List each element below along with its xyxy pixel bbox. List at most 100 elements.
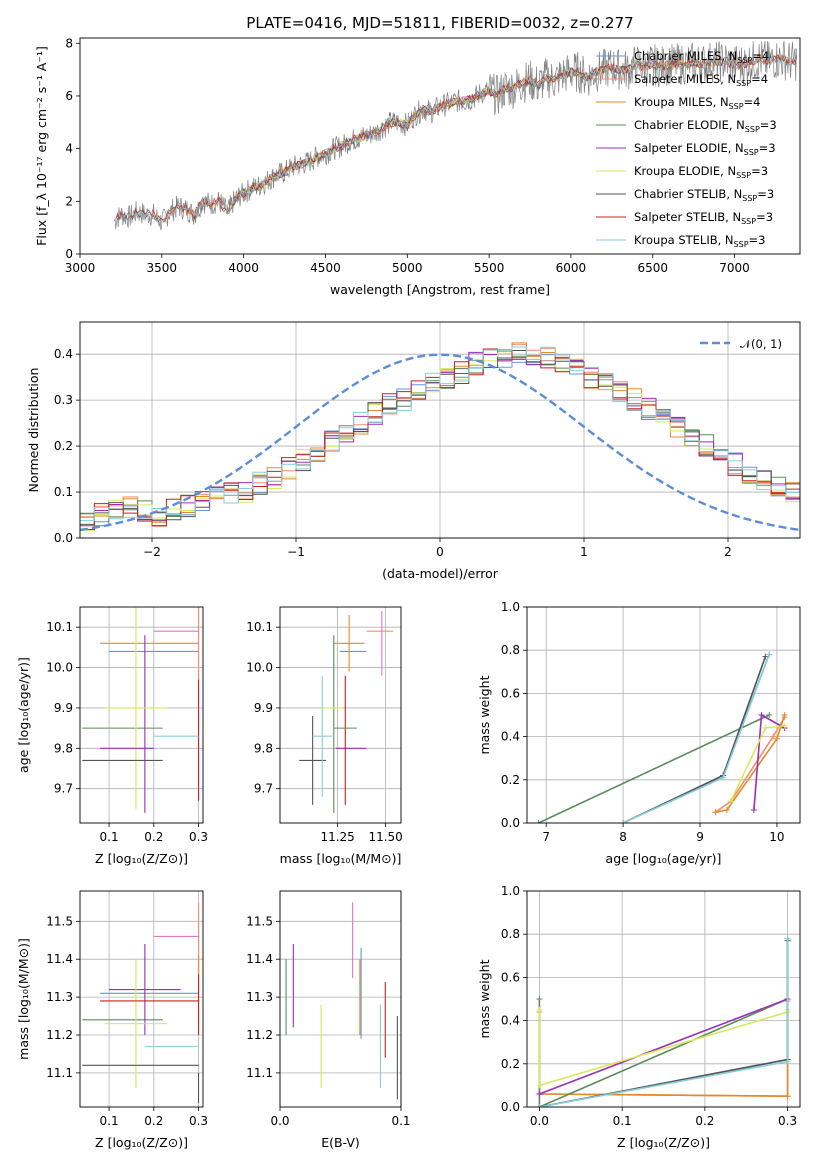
plot-area — [536, 935, 791, 1107]
y-tick-label: 1.0 — [501, 600, 520, 614]
x-axis-label: Z [log₁₀(Z/Z⊙)] — [95, 851, 188, 866]
legend-label: Salpeter ELODIE, NSSP=3 — [634, 141, 776, 157]
x-tick-label: −1 — [287, 545, 305, 559]
y-tick-label: 9.7 — [254, 782, 273, 796]
y-tick-label: 10.0 — [246, 661, 273, 675]
weight-line-2 — [715, 714, 786, 813]
legend-suffix: =3 — [756, 210, 773, 224]
x-tick-label: 1 — [580, 545, 588, 559]
y-tick-label: 11.4 — [246, 952, 273, 966]
y-tick-label: 0.6 — [501, 970, 520, 984]
weight-marker — [723, 807, 730, 814]
x-tick-label: 0.2 — [695, 1114, 714, 1128]
x-tick-label: 7 — [542, 830, 550, 844]
weight-marker — [766, 651, 773, 658]
x-tick-label: 11.25 — [320, 830, 354, 844]
legend-label: Chabrier MILES, NSSP=4 — [634, 49, 769, 65]
plot-area — [82, 607, 200, 813]
x-tick-label: 8 — [619, 830, 627, 844]
legend-suffix: =3 — [760, 118, 777, 132]
axes-frame — [79, 890, 204, 1108]
normal-curve — [80, 353, 800, 532]
histogram-step-4 — [80, 351, 800, 527]
x-tick-label: 0.1 — [100, 830, 119, 844]
x-axis-label: Z [log₁₀(Z/Z⊙)] — [617, 1135, 710, 1150]
y-tick-label: 0.2 — [54, 439, 73, 453]
y-tick-label: 0.0 — [501, 816, 520, 830]
x-tick-label: 0.3 — [778, 1114, 797, 1128]
legend-suffix: =3 — [749, 233, 766, 247]
x-tick-label: 0.1 — [613, 1114, 632, 1128]
y-tick-label: 0.8 — [501, 927, 520, 941]
y-tick-label: 10.1 — [246, 620, 273, 634]
y-tick-label: 8 — [65, 36, 73, 50]
legend-subscript: SSP — [745, 125, 760, 134]
weight-marker — [620, 820, 627, 823]
x-tick-label: 0.3 — [189, 830, 208, 844]
weight-line-0 — [622, 654, 770, 823]
weight-marker — [536, 1104, 543, 1107]
legend-subscript: SSP — [736, 171, 751, 180]
y-tick-label: 11.2 — [246, 1028, 273, 1042]
legend-label: Salpeter STELIB, NSSP=3 — [634, 210, 773, 226]
legend-label: Chabrier ELODIE, NSSP=3 — [634, 118, 777, 134]
y-tick-label: 11.5 — [46, 914, 73, 928]
legend-subscript: SSP — [742, 194, 757, 203]
weight-marker — [781, 712, 788, 718]
weight-line-6 — [539, 940, 789, 1107]
x-axis-label: (data-model)/error — [382, 566, 499, 581]
y-tick-label: 10.1 — [46, 620, 73, 634]
y-tick-label: 0.2 — [501, 1057, 520, 1071]
legend-suffix: =3 — [751, 164, 768, 178]
histogram-step-3 — [80, 349, 800, 527]
x-tick-label: 7000 — [719, 261, 750, 275]
y-tick-label: 0.4 — [501, 1014, 520, 1028]
weight-line-7 — [622, 654, 770, 823]
y-tick-label: 0.4 — [501, 730, 520, 744]
y-tick-label: 4 — [65, 142, 73, 156]
y-axis-label: Normed distribution — [26, 368, 41, 493]
weight-marker — [766, 712, 773, 718]
plot-area — [114, 40, 798, 231]
y-tick-label: 11.1 — [246, 1066, 273, 1080]
x-tick-label: 4500 — [310, 261, 341, 275]
y-tick-label: 0.1 — [54, 485, 73, 499]
y-tick-label: 1.0 — [501, 884, 520, 898]
plot-area — [535, 651, 788, 823]
legend-subscript: SSP — [729, 102, 744, 111]
p8: 0.0 0.1 0.2 0.3 0.0 0.2 0.4 0.6 0.8 1.0 Z [log₁₀(Z… — [477, 884, 801, 1150]
y-tick-label: 0.6 — [501, 686, 520, 700]
legend-subscript: SSP — [744, 148, 759, 157]
weight-marker — [727, 798, 734, 805]
weight-marker — [784, 935, 791, 942]
histogram-step-6 — [80, 350, 800, 525]
x-tick-label: 5500 — [474, 261, 505, 275]
legend-label-normal: 𝒩(0, 1) — [740, 337, 782, 351]
histogram-step-8 — [80, 346, 800, 522]
axes-frame — [526, 890, 801, 1108]
weight-marker — [712, 809, 719, 816]
x-tick-label: 6000 — [556, 261, 587, 275]
y-tick-label: 0 — [65, 247, 73, 261]
x-tick-label: 0 — [436, 545, 444, 559]
weight-line-6 — [622, 656, 767, 823]
spectrum-panel: 3000 3500 4000 4500 5000 5500 6000 6500 7000 0 2 4 6… — [34, 36, 801, 297]
y-tick-label: 9.8 — [54, 741, 73, 755]
plot-area — [80, 342, 800, 532]
x-tick-label: 9 — [696, 830, 704, 844]
weight-marker — [535, 820, 542, 823]
data-spectrum-line — [114, 40, 797, 231]
y-tick-label: 9.7 — [54, 782, 73, 796]
axes-frame — [79, 606, 204, 824]
x-tick-label: 5000 — [392, 261, 423, 275]
x-tick-label: 3000 — [65, 261, 96, 275]
weight-line-3 — [538, 714, 770, 823]
y-tick-label: 11.3 — [246, 990, 273, 1004]
model-line-4 — [227, 57, 703, 214]
weight-marker — [750, 807, 757, 814]
y-tick-label: 0.8 — [501, 643, 520, 657]
legend-label: Kroupa MILES, NSSP=4 — [634, 95, 760, 111]
weight-marker — [720, 774, 727, 781]
x-axis-label: E(B-V) — [321, 1135, 360, 1150]
